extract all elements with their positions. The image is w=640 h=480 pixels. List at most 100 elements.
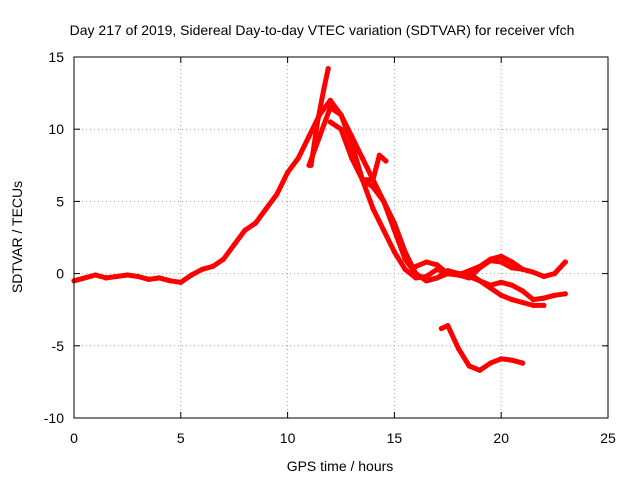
data-point [253, 220, 259, 226]
data-point [188, 272, 195, 278]
data-point [541, 295, 547, 301]
data-point [509, 259, 515, 265]
data-point [156, 275, 162, 281]
data-point [114, 273, 120, 280]
data-point [167, 278, 173, 284]
data-point [413, 263, 419, 269]
series-line-shoulder [359, 152, 389, 183]
data-point [381, 227, 387, 233]
y-tick-label: 0 [56, 266, 64, 282]
data-point [477, 367, 483, 373]
y-axis-label: SDTVAR / TECUs [9, 181, 25, 293]
data-point [552, 292, 558, 298]
data-point [391, 220, 397, 226]
data-point [338, 126, 344, 132]
data-point [498, 356, 504, 362]
data-point [541, 273, 547, 280]
data-point [413, 271, 419, 277]
data-point [199, 266, 205, 272]
x-tick-label: 5 [177, 430, 185, 446]
y-tick-label: 10 [48, 121, 64, 137]
data-point [327, 104, 333, 111]
data-point [438, 325, 444, 332]
data-point [285, 169, 291, 176]
data-point [541, 302, 547, 308]
data-point [325, 66, 331, 72]
data-point [220, 256, 227, 262]
grid [74, 57, 608, 418]
data-point [498, 279, 504, 285]
data-point [321, 86, 327, 92]
data-point [308, 162, 314, 168]
data-point [295, 155, 301, 161]
data-point [487, 360, 494, 366]
x-tick-label: 25 [600, 430, 616, 446]
data-point [82, 275, 88, 281]
data-point [349, 133, 355, 139]
data-point [445, 271, 451, 277]
data-point [314, 119, 321, 125]
ticks [73, 56, 609, 419]
series-line-ridge [308, 66, 331, 168]
data-point [402, 249, 408, 255]
data-point [327, 119, 333, 125]
data-point [520, 288, 526, 294]
data-point [487, 285, 494, 291]
data-point [306, 133, 312, 139]
data-point [338, 112, 344, 118]
data-point [376, 152, 382, 158]
data-point [509, 282, 515, 288]
data-point [242, 227, 248, 233]
x-tick-label: 0 [70, 430, 78, 446]
chart-title: Day 217 of 2019, Sidereal Day-to-day VTE… [70, 22, 575, 38]
data-point [92, 272, 98, 278]
data-point [383, 158, 389, 164]
data-point [509, 297, 515, 303]
data-point [509, 357, 515, 363]
data-point [263, 206, 269, 212]
data-point [498, 259, 504, 265]
data-point [146, 276, 152, 282]
data-point [466, 275, 472, 281]
data-point [274, 191, 280, 197]
data-point [520, 299, 526, 306]
data-point [552, 271, 558, 277]
plot-frame [73, 56, 609, 419]
data-point [359, 177, 365, 183]
data-point [370, 184, 376, 190]
y-tick-label: 5 [56, 193, 64, 209]
data-point [487, 258, 494, 264]
series-group [71, 66, 568, 373]
x-tick-label: 10 [280, 430, 296, 446]
data-point [520, 266, 526, 272]
data-point [455, 346, 462, 352]
data-point [520, 360, 526, 366]
data-point [477, 278, 483, 284]
data-point [178, 279, 184, 285]
tick-labels: 0 5 10 15 20 25 -10 -5 0 5 10 15 [44, 49, 616, 446]
x-tick-label: 15 [387, 430, 403, 446]
x-axis-label: GPS time / hours [287, 458, 394, 474]
data-point [562, 291, 568, 297]
y-tick-label: 15 [48, 49, 64, 65]
data-point [349, 155, 355, 161]
data-point [562, 259, 568, 265]
data-point [402, 266, 408, 272]
data-point [381, 198, 387, 204]
data-point [530, 302, 536, 308]
data-point [434, 275, 440, 281]
data-point [530, 297, 536, 303]
data-point [370, 177, 376, 183]
x-tick-label: 20 [493, 430, 509, 446]
data-point [530, 269, 536, 275]
data-point [509, 265, 515, 271]
y-tick-label: -10 [44, 410, 64, 426]
data-point [434, 262, 440, 268]
data-point [103, 275, 109, 281]
data-point [327, 97, 333, 103]
data-point [498, 292, 504, 298]
data-point [391, 249, 397, 255]
data-point [477, 265, 483, 271]
